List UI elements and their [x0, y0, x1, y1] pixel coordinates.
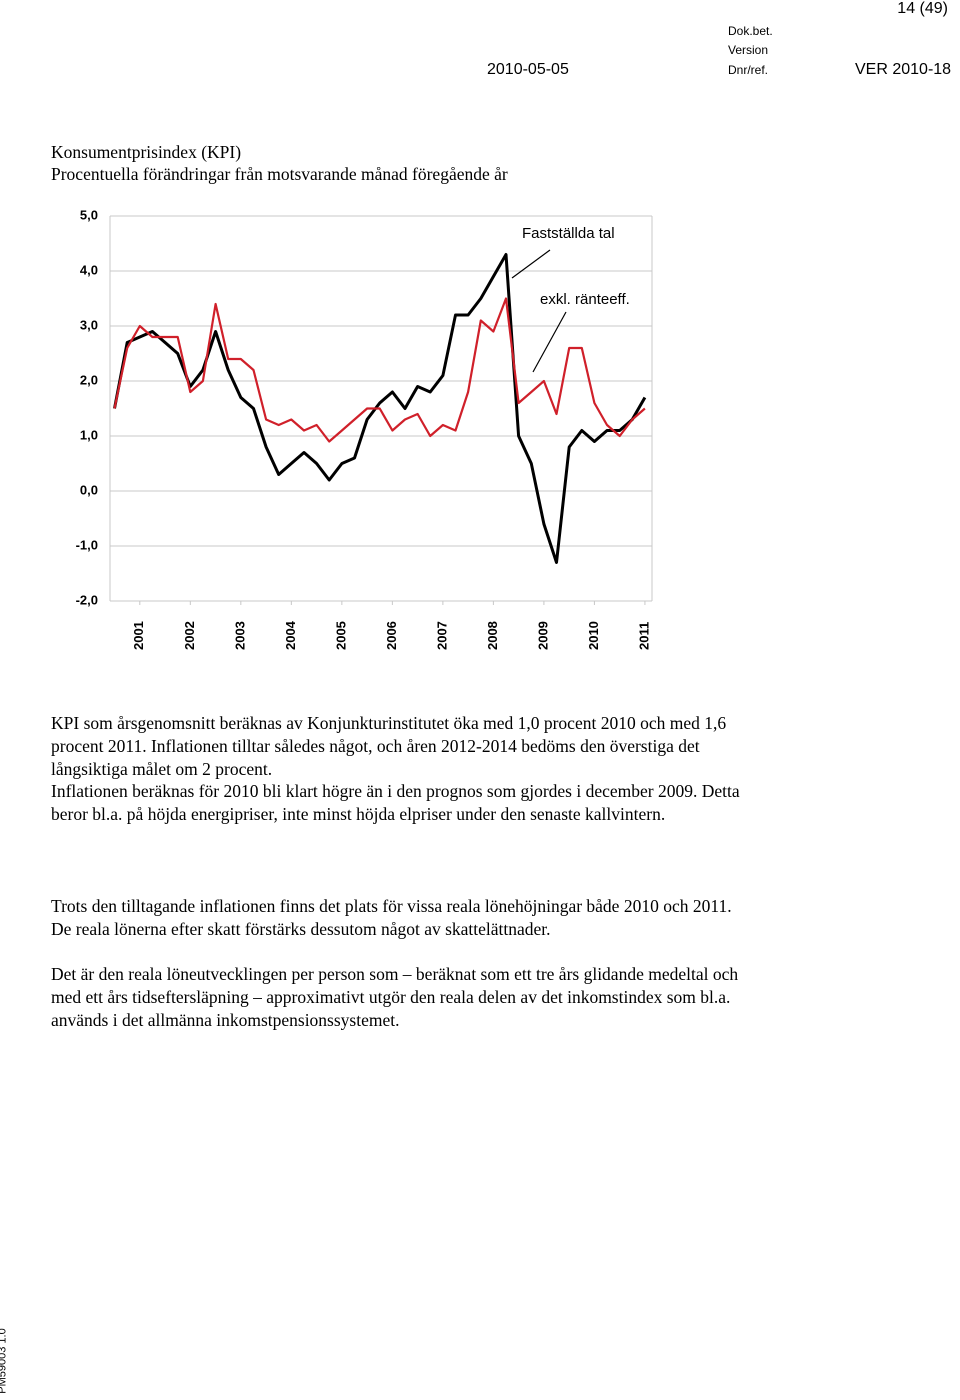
paragraph: Trots den tilltagande inflationen finns … — [51, 896, 732, 939]
y-tick-label: 0,0 — [80, 482, 98, 497]
x-tick-label: 2005 — [333, 621, 348, 650]
version-label: Version — [728, 43, 769, 57]
doc-label: Dok.bet. — [728, 24, 773, 38]
y-tick-label: -1,0 — [76, 537, 98, 552]
paragraph: Inflationen beräknas för 2010 bli klart … — [51, 781, 740, 824]
side-text: PM59003 1.0 — [0, 1328, 9, 1394]
annotation-pointer — [532, 311, 567, 373]
y-tick-label: 1,0 — [80, 427, 98, 442]
x-tick-label: 2008 — [485, 621, 500, 650]
chart-title: Konsumentprisindex (KPI) — [51, 142, 242, 162]
x-tick-label: 2010 — [586, 621, 601, 650]
x-tick-label: 2002 — [182, 621, 197, 650]
page-number: 14 (49) — [897, 0, 948, 17]
y-tick-label: 2,0 — [80, 372, 98, 387]
paragraph: Det är den reala löneutvecklingen per pe… — [51, 964, 739, 1030]
x-tick-label: 2001 — [131, 621, 146, 650]
y-tick-label: -2,0 — [76, 592, 98, 607]
series-label: exkl. ränteeff. — [540, 291, 630, 308]
ref-label: Dnr/ref. — [728, 63, 769, 77]
chart-subtitle: Procentuella förändringar från motsvaran… — [51, 164, 508, 184]
ref: VER 2010-18 — [855, 61, 952, 78]
y-tick-label: 5,0 — [80, 207, 98, 222]
y-tick-label: 3,0 — [80, 317, 98, 332]
x-tick-label: 2006 — [384, 621, 399, 650]
x-tick-label: 2011 — [636, 622, 651, 650]
annotation-pointer — [511, 249, 551, 279]
series-label: Fastställda tal — [522, 225, 615, 242]
date: 2010-05-05 — [487, 61, 569, 78]
chart: 2011 2010 2009 2008 2007 2006 2005 2004 2003 2002… — [76, 207, 653, 650]
y-tick-label: 4,0 — [80, 262, 98, 277]
x-tick-label: 2007 — [434, 621, 449, 650]
x-tick-label: 2009 — [535, 621, 550, 650]
paragraph: KPI som årsgenomsnitt beräknas av Konjun… — [51, 713, 727, 779]
series-line — [113, 253, 647, 564]
series-line — [113, 297, 646, 443]
x-tick-label: 2003 — [232, 621, 247, 650]
x-tick-label: 2004 — [283, 620, 298, 650]
